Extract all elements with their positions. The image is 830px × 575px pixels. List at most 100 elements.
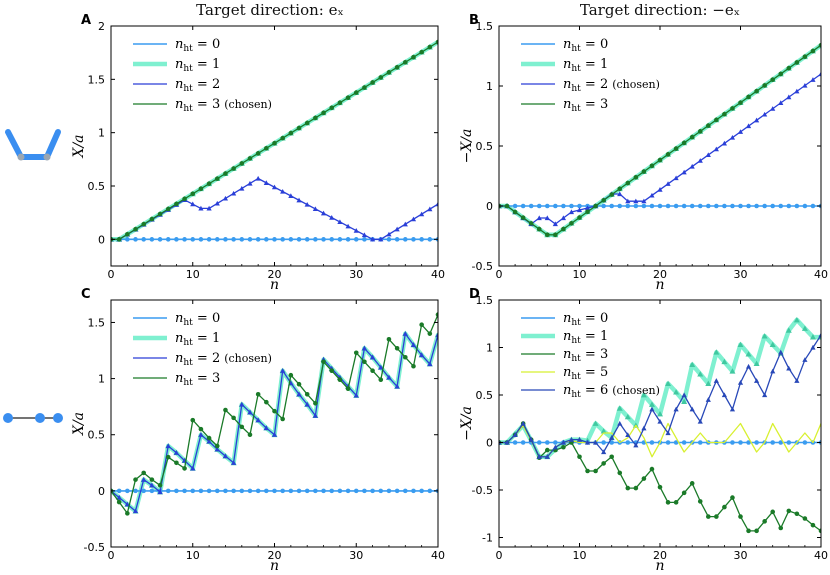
data-point bbox=[528, 221, 534, 226]
x-tick-label: 0 bbox=[496, 268, 503, 281]
data-point bbox=[617, 470, 623, 476]
data-point bbox=[713, 378, 719, 383]
data-point bbox=[280, 237, 285, 242]
data-point bbox=[304, 120, 310, 126]
data-point bbox=[722, 203, 727, 209]
data-point bbox=[504, 203, 510, 209]
y-tick-label: -0.5 bbox=[472, 484, 493, 497]
data-point bbox=[116, 488, 122, 494]
data-point bbox=[802, 357, 808, 362]
data-point bbox=[247, 488, 253, 494]
data-point bbox=[536, 203, 542, 209]
y-tick-label: 0 bbox=[98, 233, 105, 246]
data-point bbox=[641, 425, 647, 431]
data-point bbox=[264, 237, 269, 242]
data-point bbox=[378, 377, 384, 383]
data-point bbox=[149, 488, 155, 494]
data-point bbox=[198, 488, 204, 494]
data-point bbox=[673, 175, 679, 181]
data-point bbox=[706, 203, 711, 209]
data-point bbox=[345, 223, 351, 229]
data-point bbox=[520, 203, 526, 209]
data-point bbox=[174, 460, 179, 466]
data-point bbox=[786, 94, 792, 100]
y-tick-label: 0.5 bbox=[88, 429, 106, 442]
data-point bbox=[657, 187, 663, 192]
x-axis-label: n bbox=[655, 277, 664, 293]
data-point bbox=[280, 368, 286, 373]
data-point bbox=[761, 333, 768, 339]
data-point bbox=[247, 237, 253, 242]
data-point bbox=[394, 383, 400, 389]
data-point bbox=[223, 488, 228, 494]
series-line-nht1-d bbox=[499, 317, 821, 460]
data-point bbox=[649, 203, 655, 209]
legend-entry: nht = 6 (chosen) bbox=[563, 383, 660, 400]
data-point bbox=[730, 495, 735, 500]
data-point bbox=[255, 175, 261, 181]
data-point bbox=[427, 44, 433, 50]
data-point bbox=[624, 413, 631, 420]
data-point bbox=[729, 406, 736, 412]
data-point bbox=[705, 380, 712, 386]
data-point bbox=[304, 488, 310, 494]
data-point bbox=[657, 411, 663, 417]
data-point bbox=[141, 237, 146, 242]
data-point bbox=[576, 207, 583, 213]
data-point bbox=[810, 203, 816, 209]
data-point bbox=[280, 188, 286, 194]
data-point bbox=[263, 425, 269, 431]
data-point bbox=[419, 211, 425, 217]
y-tick-label: 0.5 bbox=[88, 180, 106, 193]
data-point bbox=[577, 215, 582, 220]
data-point bbox=[206, 488, 212, 494]
data-point bbox=[403, 237, 408, 242]
data-point bbox=[810, 344, 816, 350]
data-point bbox=[345, 95, 351, 100]
data-point bbox=[271, 184, 278, 190]
data-point bbox=[435, 332, 438, 337]
data-point bbox=[681, 440, 687, 445]
data-point bbox=[255, 237, 261, 242]
data-point bbox=[411, 54, 416, 60]
data-point bbox=[552, 444, 558, 450]
data-point bbox=[427, 361, 433, 367]
data-point bbox=[754, 117, 760, 123]
data-point bbox=[802, 54, 808, 59]
data-point bbox=[133, 226, 138, 232]
data-point bbox=[633, 203, 639, 209]
data-point bbox=[738, 440, 743, 445]
data-point bbox=[312, 206, 318, 212]
data-point bbox=[255, 151, 261, 156]
data-point bbox=[697, 158, 703, 163]
data-point bbox=[141, 477, 147, 482]
data-point bbox=[665, 500, 671, 505]
column-title-left: Target direction: eₓ bbox=[196, 1, 344, 19]
legend-entry: nht = 1 bbox=[175, 57, 220, 74]
data-point bbox=[378, 364, 384, 370]
series-line-nht3-d bbox=[499, 422, 821, 532]
data-point bbox=[601, 449, 607, 455]
data-point bbox=[794, 378, 800, 383]
data-point bbox=[255, 392, 261, 397]
data-point bbox=[641, 169, 647, 174]
data-point bbox=[609, 192, 614, 197]
data-point bbox=[649, 192, 655, 198]
data-point bbox=[545, 203, 550, 209]
data-point bbox=[706, 123, 711, 128]
data-point bbox=[592, 420, 599, 426]
y-tick-label: 1.5 bbox=[476, 20, 494, 33]
data-point bbox=[116, 237, 122, 242]
data-point bbox=[403, 488, 408, 494]
data-point bbox=[681, 398, 688, 405]
data-point bbox=[370, 368, 375, 374]
data-point bbox=[132, 508, 139, 514]
data-point bbox=[713, 146, 719, 152]
legend-entry: nht = 3 (chosen) bbox=[175, 97, 272, 114]
data-point bbox=[165, 206, 171, 212]
x-tick-label: 40 bbox=[431, 549, 445, 562]
data-point bbox=[762, 519, 767, 524]
data-point bbox=[198, 426, 204, 432]
data-point bbox=[182, 466, 187, 471]
data-point bbox=[223, 171, 228, 176]
